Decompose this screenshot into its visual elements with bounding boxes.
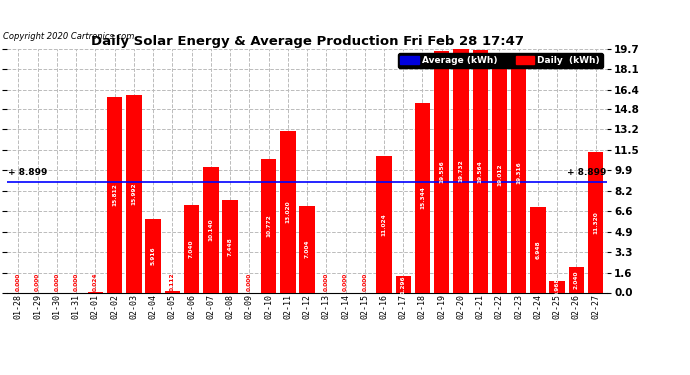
Text: + 8.899: + 8.899: [8, 168, 47, 177]
Bar: [395, 276, 411, 292]
Bar: [261, 159, 276, 292]
Text: 0.000: 0.000: [324, 273, 329, 291]
Text: 19.012: 19.012: [497, 164, 502, 186]
Text: 0.024: 0.024: [93, 273, 98, 291]
Text: 0.000: 0.000: [16, 273, 21, 291]
Bar: [165, 291, 180, 292]
Text: 0.000: 0.000: [247, 273, 252, 291]
Text: 6.948: 6.948: [535, 240, 540, 259]
Bar: [530, 207, 546, 292]
Bar: [126, 94, 141, 292]
Bar: [415, 103, 430, 292]
Text: 0.000: 0.000: [74, 273, 79, 291]
Text: 0.000: 0.000: [362, 273, 367, 291]
Bar: [203, 167, 219, 292]
Text: 5.916: 5.916: [150, 247, 156, 265]
Text: 13.020: 13.020: [285, 201, 290, 223]
Bar: [184, 206, 199, 292]
Bar: [549, 280, 565, 292]
Text: 19.556: 19.556: [440, 160, 444, 183]
Legend: Average (kWh), Daily  (kWh): Average (kWh), Daily (kWh): [397, 53, 602, 68]
Text: 10.772: 10.772: [266, 214, 271, 237]
Text: 0.968: 0.968: [555, 277, 560, 296]
Text: 2.040: 2.040: [574, 271, 579, 289]
Bar: [569, 267, 584, 292]
Bar: [588, 152, 603, 292]
Bar: [492, 57, 507, 292]
Text: 0.000: 0.000: [35, 273, 40, 291]
Text: 19.316: 19.316: [516, 162, 521, 184]
Text: 15.344: 15.344: [420, 186, 425, 209]
Bar: [376, 156, 392, 292]
Bar: [222, 200, 238, 292]
Text: 7.004: 7.004: [304, 240, 310, 258]
Bar: [453, 48, 469, 292]
Bar: [299, 206, 315, 292]
Text: 0.112: 0.112: [170, 273, 175, 291]
Text: 10.140: 10.140: [208, 219, 213, 241]
Text: 19.732: 19.732: [458, 159, 464, 182]
Text: 11.024: 11.024: [382, 213, 386, 236]
Text: 15.812: 15.812: [112, 183, 117, 206]
Text: 0.000: 0.000: [55, 273, 59, 291]
Bar: [473, 50, 488, 292]
Bar: [511, 54, 526, 292]
Title: Daily Solar Energy & Average Production Fri Feb 28 17:47: Daily Solar Energy & Average Production …: [90, 34, 524, 48]
Text: Copyright 2020 Cartronics.com: Copyright 2020 Cartronics.com: [3, 32, 135, 41]
Bar: [146, 219, 161, 292]
Text: 0.000: 0.000: [343, 273, 348, 291]
Text: 7.040: 7.040: [189, 240, 194, 258]
Bar: [434, 51, 449, 292]
Bar: [107, 97, 122, 292]
Bar: [280, 131, 295, 292]
Text: 19.564: 19.564: [477, 160, 483, 183]
Text: + 8.899: + 8.899: [567, 168, 607, 177]
Text: 1.296: 1.296: [401, 275, 406, 294]
Text: 11.320: 11.320: [593, 211, 598, 234]
Text: 7.448: 7.448: [228, 237, 233, 256]
Text: 15.992: 15.992: [131, 182, 137, 205]
